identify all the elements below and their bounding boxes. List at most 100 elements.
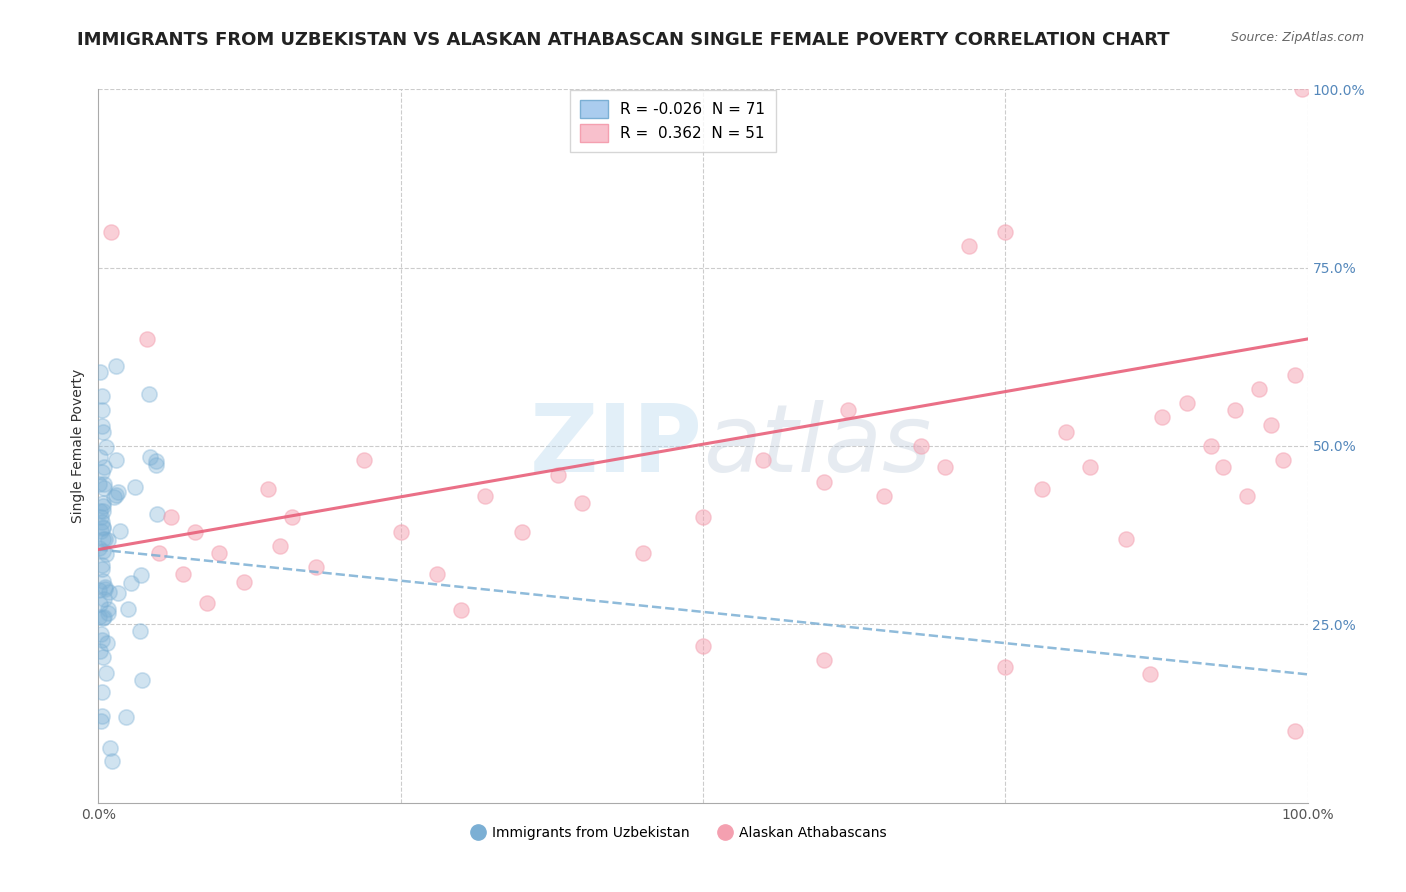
Point bbox=[108, 524, 131, 539]
Point bbox=[96, 665, 118, 680]
Point bbox=[97, 601, 120, 615]
Point bbox=[93, 580, 115, 594]
Point bbox=[91, 496, 114, 510]
Point bbox=[692, 510, 714, 524]
Point bbox=[117, 602, 139, 616]
Point bbox=[1175, 396, 1198, 410]
Point bbox=[910, 439, 932, 453]
Point bbox=[103, 490, 125, 504]
Point bbox=[1212, 460, 1234, 475]
Point bbox=[94, 533, 117, 547]
Point bbox=[1249, 382, 1271, 396]
Point bbox=[90, 709, 112, 723]
Point bbox=[1054, 425, 1077, 439]
Point bbox=[93, 533, 115, 547]
Point bbox=[90, 684, 112, 698]
Point bbox=[994, 225, 1017, 239]
Point bbox=[91, 504, 114, 518]
Text: atlas: atlas bbox=[703, 401, 931, 491]
Point bbox=[91, 611, 114, 625]
Point bbox=[256, 482, 278, 496]
Point bbox=[172, 567, 194, 582]
Point bbox=[426, 567, 449, 582]
Point bbox=[1152, 410, 1174, 425]
Point bbox=[837, 403, 859, 417]
Point bbox=[90, 465, 112, 479]
Point bbox=[89, 477, 111, 491]
Point bbox=[1139, 667, 1161, 681]
Point bbox=[813, 475, 835, 489]
Point bbox=[91, 649, 114, 664]
Point bbox=[129, 624, 152, 638]
Point bbox=[90, 714, 112, 728]
Point bbox=[994, 660, 1017, 674]
Point bbox=[87, 582, 110, 597]
Point bbox=[269, 539, 291, 553]
Point bbox=[96, 636, 118, 650]
Point bbox=[91, 574, 114, 589]
Point bbox=[91, 544, 114, 558]
Point bbox=[813, 653, 835, 667]
Point bbox=[94, 547, 117, 561]
Point bbox=[305, 560, 328, 574]
Point bbox=[93, 591, 115, 606]
Point bbox=[91, 425, 114, 439]
Point bbox=[87, 610, 110, 624]
Point bbox=[91, 520, 114, 534]
Point bbox=[1115, 532, 1137, 546]
Point bbox=[547, 467, 569, 482]
Point bbox=[124, 480, 146, 494]
Point bbox=[135, 332, 157, 346]
Point bbox=[90, 515, 112, 529]
Point bbox=[90, 627, 112, 641]
Y-axis label: Single Female Poverty: Single Female Poverty bbox=[72, 369, 86, 523]
Point bbox=[96, 440, 118, 454]
Point bbox=[389, 524, 412, 539]
Point bbox=[1284, 368, 1306, 382]
Point bbox=[1272, 453, 1295, 467]
Point bbox=[1236, 489, 1258, 503]
Point bbox=[1260, 417, 1282, 432]
Point bbox=[93, 460, 115, 475]
Point bbox=[100, 225, 122, 239]
Point bbox=[115, 710, 138, 724]
Point bbox=[93, 482, 115, 496]
Text: ZIP: ZIP bbox=[530, 400, 703, 492]
Point bbox=[97, 533, 120, 547]
Point bbox=[107, 484, 129, 499]
Point bbox=[1199, 439, 1222, 453]
Point bbox=[195, 596, 218, 610]
Point bbox=[93, 477, 115, 491]
Point bbox=[100, 754, 122, 768]
Point bbox=[1031, 482, 1053, 496]
Point bbox=[208, 546, 231, 560]
Point bbox=[104, 488, 127, 502]
Point bbox=[957, 239, 980, 253]
Point bbox=[104, 453, 127, 467]
Point bbox=[934, 460, 956, 475]
Point bbox=[90, 510, 112, 524]
Point bbox=[91, 500, 114, 514]
Point bbox=[148, 546, 170, 560]
Point bbox=[91, 389, 114, 403]
Point bbox=[91, 633, 114, 648]
Point bbox=[98, 585, 121, 599]
Legend: Immigrants from Uzbekistan, Alaskan Athabascans: Immigrants from Uzbekistan, Alaskan Atha… bbox=[465, 821, 891, 846]
Point bbox=[90, 524, 112, 538]
Point bbox=[138, 387, 160, 401]
Point bbox=[90, 558, 112, 573]
Point bbox=[89, 450, 111, 464]
Point bbox=[145, 454, 167, 468]
Point bbox=[91, 418, 114, 433]
Text: Source: ZipAtlas.com: Source: ZipAtlas.com bbox=[1230, 31, 1364, 45]
Point bbox=[104, 359, 127, 373]
Point bbox=[873, 489, 896, 503]
Point bbox=[752, 453, 775, 467]
Point bbox=[353, 453, 375, 467]
Point bbox=[1223, 403, 1246, 417]
Point bbox=[91, 562, 114, 576]
Point bbox=[510, 524, 533, 539]
Point bbox=[1078, 460, 1101, 475]
Point bbox=[93, 609, 115, 624]
Point bbox=[571, 496, 593, 510]
